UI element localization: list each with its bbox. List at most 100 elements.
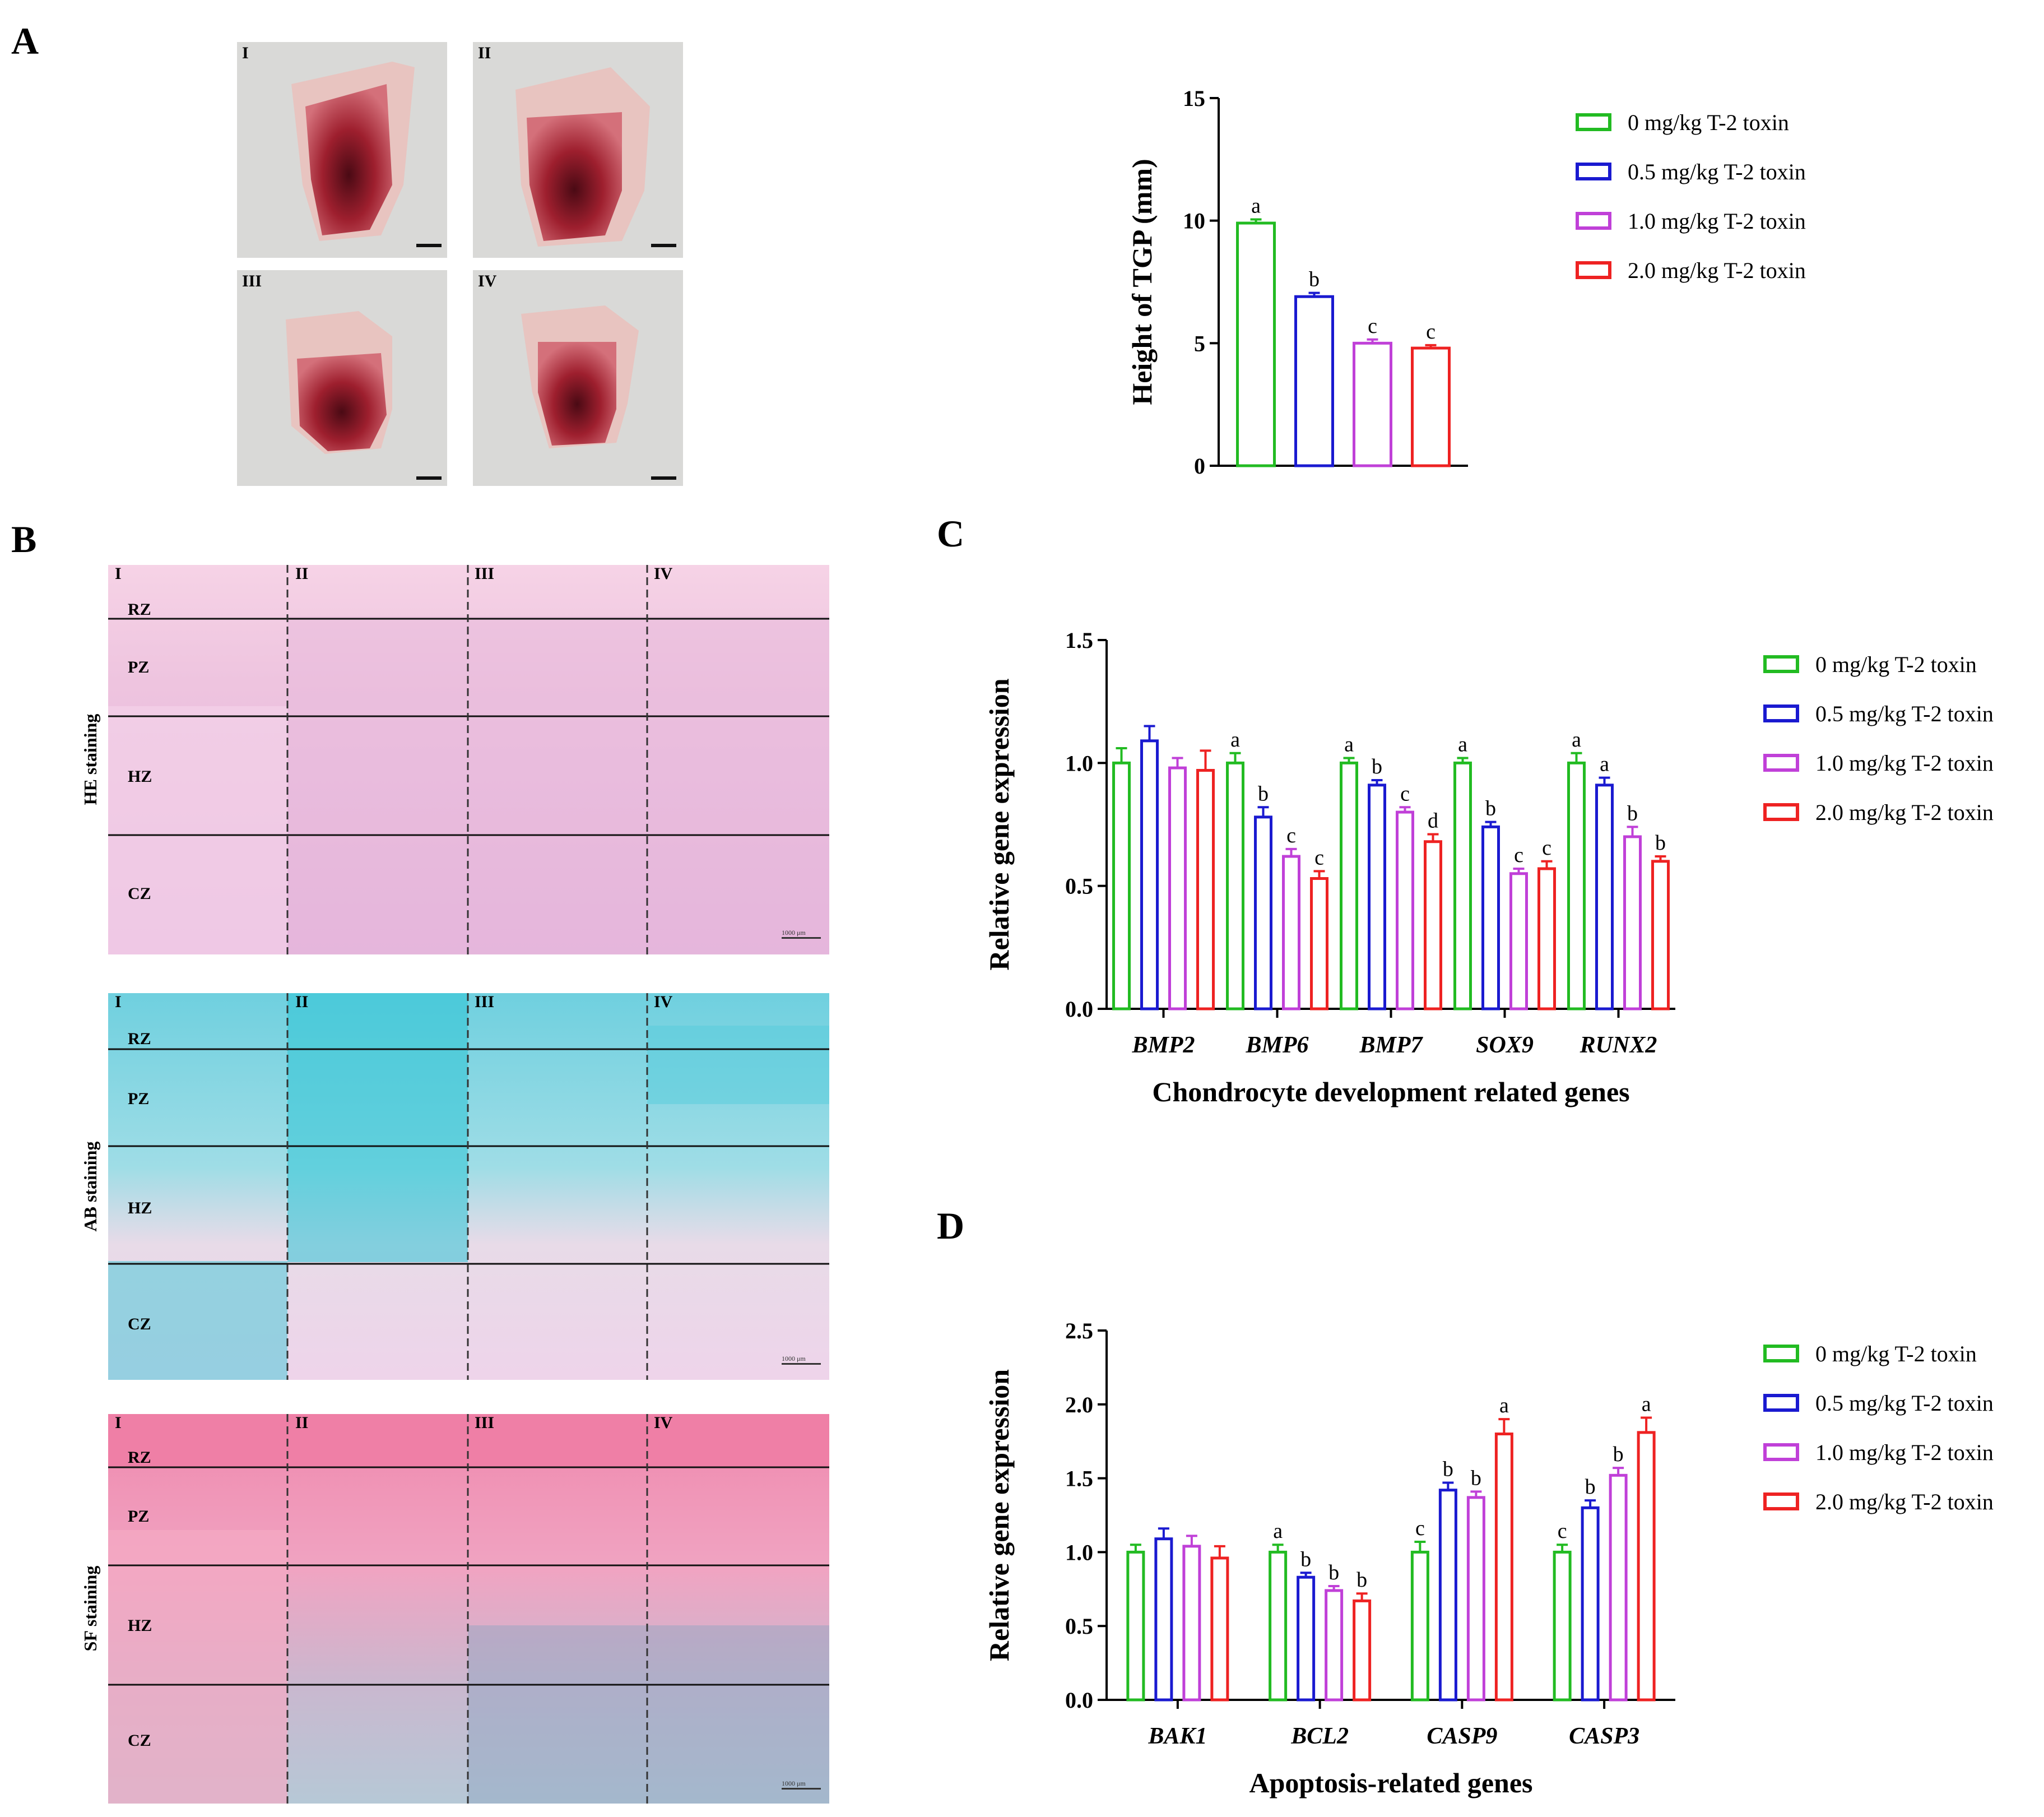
y-tick-label: 0.0 <box>1065 1688 1093 1713</box>
significance-letter: b <box>1357 1568 1367 1592</box>
bar <box>1438 1489 1457 1702</box>
bar <box>1353 1599 1372 1702</box>
bar <box>1581 1506 1600 1702</box>
legend-swatch <box>1763 1345 1799 1362</box>
x-tick-label: BAK1 <box>1148 1723 1207 1749</box>
bar <box>1453 761 1472 1011</box>
bar <box>1651 860 1670 1011</box>
y-tick-label: 1.5 <box>1065 1466 1093 1491</box>
legend-label: 1.0 mg/kg T-2 toxin <box>1628 208 1806 234</box>
significance-letter: b <box>1627 801 1638 825</box>
bar <box>1353 341 1392 467</box>
bar <box>1140 739 1159 1011</box>
bar <box>1424 840 1442 1011</box>
photo-i: I <box>237 42 447 258</box>
x-tick-label: RUNX2 <box>1580 1032 1657 1058</box>
significance-letter: b <box>1655 831 1666 855</box>
significance-letter: a <box>1642 1393 1651 1416</box>
he-col-iv: IV <box>654 564 673 583</box>
sf-stain-label: SF staining <box>80 1566 100 1652</box>
y-tick-label: 1.0 <box>1065 750 1093 776</box>
significance-letter: c <box>1286 824 1296 847</box>
bar <box>1310 877 1328 1011</box>
panel-letter-d: D <box>937 1204 964 1247</box>
bar <box>1154 1537 1173 1702</box>
sf-col-iii: III <box>475 1413 494 1432</box>
he-stain-label: HE staining <box>80 714 100 805</box>
bar <box>1297 1575 1316 1702</box>
bar <box>1410 1550 1429 1702</box>
significance-letter: c <box>1514 843 1523 867</box>
significance-letter: c <box>1368 314 1377 338</box>
x-tick-label: BCL2 <box>1290 1723 1349 1749</box>
panel-letter-a: A <box>11 20 39 62</box>
bar <box>1254 815 1272 1011</box>
significance-letter: b <box>1328 1561 1339 1584</box>
legend-swatch <box>1576 261 1611 279</box>
significance-letter: b <box>1443 1458 1453 1481</box>
photo-label-iv: IV <box>478 272 497 290</box>
panel-letter-b: B <box>11 518 36 560</box>
y-tick-label: 1.0 <box>1065 1540 1093 1565</box>
he-col-iii: III <box>475 564 494 583</box>
y-tick-label: 1.5 <box>1065 628 1093 653</box>
sf-col-ii: II <box>295 1413 308 1432</box>
significance-letter: a <box>1251 194 1261 217</box>
significance-letter: a <box>1572 728 1581 752</box>
y-axis-label: Relative gene expression <box>983 1369 1015 1661</box>
ab-col-iii: III <box>475 993 494 1011</box>
significance-letter: b <box>1485 797 1496 821</box>
he-zone-hz: HZ <box>128 767 152 786</box>
sf-col-iv: IV <box>654 1413 673 1432</box>
legend-label: 0.5 mg/kg T-2 toxin <box>1815 701 1994 726</box>
y-tick-label: 0.5 <box>1065 1614 1093 1639</box>
photo-label-i: I <box>242 44 249 62</box>
y-tick-label: 0.5 <box>1065 874 1093 899</box>
ab-col-i: I <box>115 993 122 1011</box>
legend-swatch <box>1763 1443 1799 1461</box>
histology-he: I II III IV RZ PZ HZ CZ 1000 μm HE stain… <box>80 564 829 954</box>
bar <box>1368 784 1386 1011</box>
sf-scale-bar: 1000 μm <box>782 1779 806 1787</box>
legend-label: 2.0 mg/kg T-2 toxin <box>1815 800 1994 825</box>
histology-ab: I II III IV RZ PZ HZ CZ 1000 μm AB stain… <box>80 993 829 1380</box>
legend-label: 0.5 mg/kg T-2 toxin <box>1815 1390 1994 1416</box>
y-tick-label: 5 <box>1194 331 1205 356</box>
he-zone-pz: PZ <box>128 658 149 676</box>
significance-letter: c <box>1314 846 1324 869</box>
sf-zone-cz: CZ <box>128 1731 151 1750</box>
x-axis-label: Chondrocyte development related genes <box>1152 1076 1629 1107</box>
he-col-i: I <box>115 564 122 583</box>
legend-swatch <box>1763 1394 1799 1412</box>
sf-col-i: I <box>115 1413 122 1432</box>
bar <box>1325 1589 1344 1702</box>
bar <box>1537 867 1556 1011</box>
bar <box>1126 1550 1145 1702</box>
legend-label: 0 mg/kg T-2 toxin <box>1628 110 1789 135</box>
chart-a-tgp-height: 0 5 10 15 a b c c Height of TGP (mm) <box>1126 86 1468 479</box>
bar <box>1236 221 1276 467</box>
sf-zone-rz: RZ <box>128 1448 151 1467</box>
tibia-photos: I II III IV <box>237 42 683 486</box>
significance-letter: b <box>1300 1547 1311 1571</box>
significance-letter: b <box>1258 782 1269 805</box>
ab-stain-label: AB staining <box>80 1142 100 1232</box>
x-axis-label: Apoptosis-related genes <box>1249 1767 1532 1799</box>
legend-label: 0 mg/kg T-2 toxin <box>1815 1341 1977 1366</box>
bar <box>1623 835 1642 1011</box>
significance-letter: c <box>1558 1519 1567 1543</box>
legend-swatch <box>1576 113 1611 131</box>
bar <box>1210 1556 1229 1702</box>
x-tick-label: CASP9 <box>1427 1723 1497 1749</box>
he-zone-rz: RZ <box>128 600 151 619</box>
ab-zone-rz: RZ <box>128 1030 151 1048</box>
significance-letter: a <box>1344 733 1354 757</box>
ab-scale-bar: 1000 μm <box>782 1355 806 1362</box>
histology-sf: I II III IV RZ PZ HZ CZ 1000 μm SF stain… <box>80 1413 829 1804</box>
legend-label: 2.0 mg/kg T-2 toxin <box>1628 258 1806 283</box>
significance-letter: c <box>1426 320 1436 344</box>
significance-letter: c <box>1400 782 1410 805</box>
photo-label-iii: III <box>242 272 262 290</box>
significance-letter: c <box>1415 1517 1425 1540</box>
